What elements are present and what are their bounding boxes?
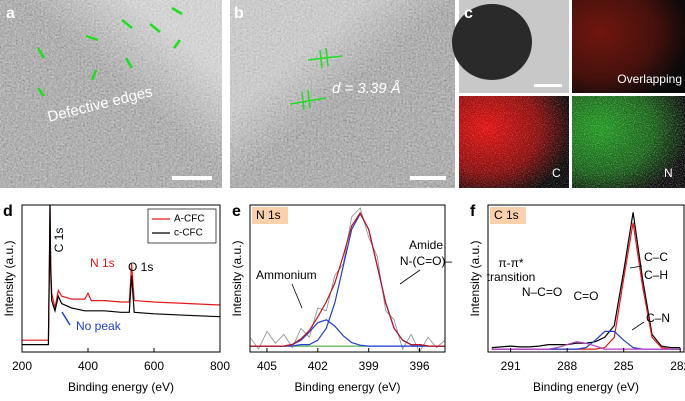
map-label: C [552, 166, 561, 180]
annotation: transition [487, 270, 536, 284]
plot-area [491, 212, 681, 350]
label-box [490, 207, 526, 224]
arrow [399, 269, 421, 285]
vacuum-region [230, 0, 455, 188]
x-tick-label: 200 [12, 359, 32, 373]
defect-arrows [36, 6, 183, 97]
speckle [572, 96, 685, 188]
x-tick-label: 282 [670, 359, 685, 373]
x-tick-label: 396 [410, 359, 430, 373]
panel-c: c Overlapping C N [452, 0, 685, 188]
panel-letter: a [6, 5, 15, 22]
x-axis-label: Binding energy (eV) [533, 380, 639, 394]
annotation: N 1s [90, 256, 115, 270]
legend-box [147, 208, 217, 244]
legend-label: A-CFC [174, 214, 205, 225]
x-axis-label: Binding energy (eV) [68, 380, 174, 394]
annotation: Amide [409, 238, 443, 252]
annotation: C 1s [52, 228, 66, 253]
plot-area [250, 207, 445, 352]
series-line [491, 341, 681, 350]
x-tick-label: 291 [501, 359, 521, 373]
panel-letter: c [464, 5, 473, 22]
panel-letter: d [3, 203, 13, 220]
lattice-markers [289, 47, 343, 111]
panel-letter: b [234, 5, 244, 22]
arrow [631, 321, 645, 331]
annotation: N-(C=O)– [400, 254, 453, 268]
plot-frame [487, 204, 685, 353]
legend-label: c-CFC [174, 228, 203, 239]
particle [452, 4, 532, 80]
scale-bar [172, 176, 212, 180]
arrow [61, 311, 71, 326]
panel-a: a Defective edges [0, 0, 222, 188]
annotation: N–C=O [522, 285, 562, 299]
panel-letter: e [232, 203, 241, 220]
annotation: No peak [76, 319, 122, 333]
box-label: N 1s [256, 208, 281, 222]
series-line [250, 211, 445, 347]
arrow [291, 283, 303, 309]
y-axis-label: Intensity (a.u.) [468, 240, 482, 316]
y-axis-label: Intensity (a.u.) [2, 240, 16, 316]
x-axis-label: Binding energy (eV) [294, 380, 400, 394]
annotation: Ammonium [256, 268, 317, 282]
label-box [252, 207, 288, 224]
series-line [250, 319, 445, 347]
arrow [629, 265, 643, 269]
plot-area [22, 205, 220, 346]
x-tick-label: 800 [210, 359, 230, 373]
x-tick-label: 400 [78, 359, 98, 373]
annotation: O 1s [128, 260, 153, 274]
x-tick-label: 288 [557, 359, 577, 373]
box-label: C 1s [494, 208, 519, 222]
scale-bar [410, 176, 446, 180]
annotation: C–H [644, 268, 668, 282]
vacuum-region [0, 0, 222, 188]
x-tick-label: 405 [257, 359, 277, 373]
x-tick-label: 402 [308, 359, 328, 373]
annotation: C–N [646, 311, 670, 325]
x-tick-label: 399 [359, 359, 379, 373]
x-tick-label: 600 [144, 359, 164, 373]
map-label: N [664, 166, 673, 180]
x-tick-label: 285 [614, 359, 634, 373]
map-blob [572, 0, 685, 93]
scale-bar [534, 84, 562, 87]
series-line [491, 222, 681, 350]
panel-letter: f [470, 203, 476, 220]
map-label: Overlapping [617, 72, 682, 86]
annotation: C–C [644, 250, 668, 264]
plot-frame [21, 204, 221, 353]
panel-b: b d = 3.39 Å [230, 0, 455, 188]
series-line [22, 205, 220, 346]
annotation: d = 3.39 Å [332, 80, 401, 97]
annotation: C=O [573, 289, 598, 303]
annotation: π-π* [498, 256, 524, 270]
plot-frame [249, 204, 446, 353]
speckle [459, 96, 569, 188]
y-axis-label: Intensity (a.u.) [230, 240, 244, 316]
